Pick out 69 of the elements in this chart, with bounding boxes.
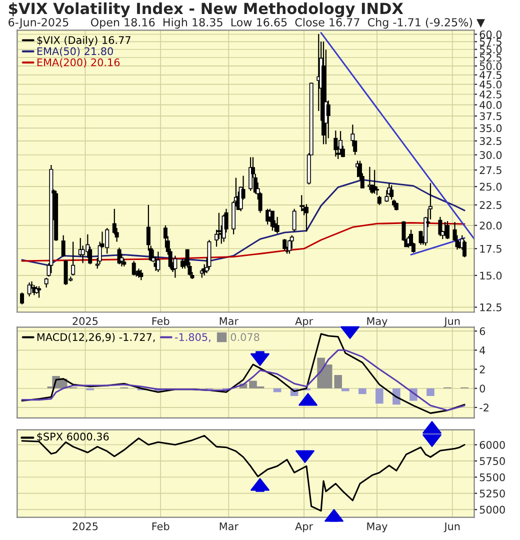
bar — [358, 388, 366, 394]
x-tick-label: 2025 — [72, 522, 98, 530]
y-tick-label: 6 — [480, 327, 486, 336]
x-tick-label: Mar — [220, 522, 239, 530]
candlestick — [377, 195, 382, 206]
legend-label: -1.805, — [175, 333, 210, 342]
legend-label: EMA(50) 21.80 — [37, 47, 113, 56]
y-tick-label: 32.5 — [480, 137, 502, 146]
bar — [376, 388, 384, 404]
y-tick-label: 12.5 — [480, 303, 502, 312]
y-tick-label: 35.0 — [480, 124, 502, 132]
line-series — [21, 222, 466, 262]
y-tick-label: 50.0 — [480, 62, 502, 70]
candlestick — [290, 234, 294, 250]
y-tick-label: 17.5 — [480, 245, 502, 253]
x-tick-label: Jun — [444, 522, 460, 532]
x-tick-label: Jun — [444, 317, 460, 327]
chart-title: $VIX Volatility Index - New Methodology INDX — [8, 2, 404, 18]
legend-label: EMA(200) 20.16 — [37, 58, 120, 68]
y-tick-label: 5500 — [480, 473, 505, 482]
y-tick-label: 4 — [480, 346, 486, 354]
candlestick — [44, 277, 48, 288]
x-tick-label: 2025 — [72, 317, 98, 326]
y-tick-label: -2 — [480, 404, 488, 412]
legend-label: $SPX 6000.36 — [37, 432, 109, 442]
legend-label: 0.078 — [230, 333, 260, 342]
y-tick-label: 42.5 — [480, 90, 502, 98]
bar — [426, 388, 434, 396]
y-tick-label: 45.0 — [480, 80, 502, 88]
y-tick-label: 27.5 — [480, 166, 502, 174]
y-tick-label: 5750 — [480, 457, 505, 466]
y-tick-label: 2 — [480, 365, 485, 374]
y-tick-label: 40.0 — [480, 101, 502, 109]
y-tick-label: 52.5 — [480, 54, 502, 62]
y-tick-label: 37.5 — [480, 112, 502, 120]
y-tick-label: 57.5 — [480, 38, 502, 46]
y-tick-label: 15.0 — [480, 272, 502, 280]
bar — [341, 388, 350, 392]
x-tick-label: Feb — [152, 316, 170, 326]
candlestick — [292, 208, 296, 232]
y-tick-label: 22.5 — [480, 201, 502, 210]
candlestick — [61, 234, 66, 258]
candlestick — [20, 292, 24, 305]
y-tick-label: 55.0 — [480, 46, 502, 54]
y-tick-label: 6000 — [480, 440, 505, 449]
y-tick-label: 0 — [480, 384, 486, 392]
x-tick-label: Apr — [295, 317, 314, 328]
x-tick-label: Apr — [295, 522, 314, 532]
y-tick-label: 5250 — [480, 490, 505, 498]
y-tick-label: 60.0 — [480, 30, 502, 38]
y-tick-label: 25.0 — [480, 182, 502, 191]
legend-label: MACD(12,26,9) -1.727, — [37, 332, 155, 342]
y-tick-label: 20.0 — [480, 222, 502, 230]
legend-label: $VIX (Daily) 16.77 — [37, 36, 130, 46]
x-tick-label: May — [367, 522, 388, 532]
y-tick-label: 47.5 — [480, 71, 502, 80]
x-tick-label: May — [367, 317, 388, 328]
x-tick-label: Feb — [152, 522, 170, 530]
line-series — [21, 434, 466, 512]
candlestick — [438, 216, 442, 237]
line-series — [21, 349, 466, 412]
chart-subtitle: 6-Jun-2025 Open 18.16 High 18.35 Low 16.65 Close 16.77 Chg -1.71 (-9.25%) ▼ — [8, 18, 486, 29]
y-tick-label: 30.0 — [480, 151, 502, 159]
y-tick-label: 5000 — [480, 506, 505, 514]
line-series — [21, 333, 466, 414]
candlestick — [71, 241, 76, 276]
candlestick — [139, 269, 144, 281]
candlestick — [300, 194, 304, 212]
x-tick-label: Mar — [220, 317, 239, 326]
